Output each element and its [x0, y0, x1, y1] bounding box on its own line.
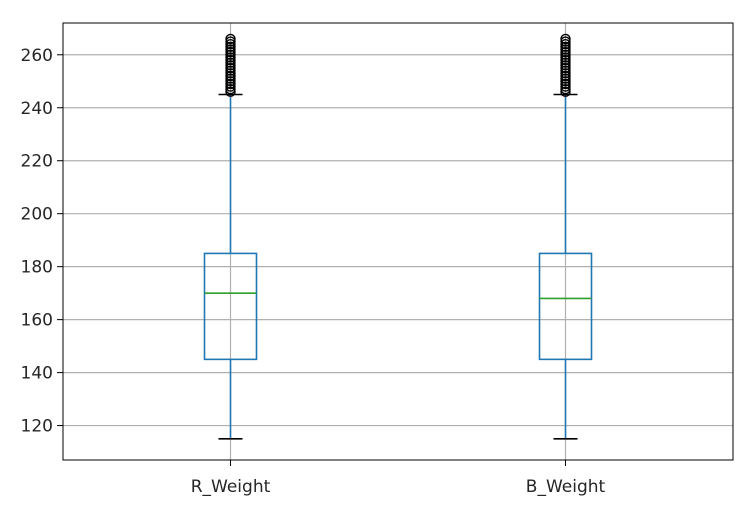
outlier-point	[225, 57, 236, 68]
x-tick-label: B_Weight	[526, 477, 606, 497]
outlier-point	[225, 65, 236, 76]
outlier-point	[560, 76, 571, 87]
y-tick-label: 180	[21, 258, 53, 278]
x-tick-label: R_Weight	[191, 477, 271, 497]
outlier-point	[560, 54, 571, 66]
outlier-point	[225, 46, 236, 58]
axes: 120 140 160 180 200 220 240 260 R_Weight B_Weight	[21, 46, 606, 497]
y-tick-label: 160	[21, 311, 53, 331]
outlier-point	[560, 60, 571, 71]
boxes	[203, 33, 593, 440]
outlier-point	[225, 76, 236, 87]
outlier-point	[560, 70, 571, 82]
outlier-point	[225, 81, 236, 92]
outlier-point	[225, 78, 236, 90]
outlier-point	[560, 65, 571, 76]
outlier-point	[560, 84, 571, 95]
outlier-point	[560, 36, 571, 47]
outlier-point	[225, 52, 236, 63]
plot-background	[63, 23, 733, 460]
outlier-point	[225, 70, 236, 82]
outlier-point	[560, 86, 571, 98]
outlier-point	[225, 41, 236, 53]
y-tick-label: 220	[21, 152, 53, 172]
iqr-box	[538, 252, 593, 361]
outlier-point	[560, 57, 571, 68]
plot-frame	[62, 22, 734, 461]
outlier-point	[225, 36, 236, 47]
outlier-point	[225, 44, 236, 55]
outlier-point	[225, 60, 236, 71]
outlier-point	[560, 33, 571, 45]
outlier-point	[560, 81, 571, 92]
y-tick-label: 120	[21, 417, 53, 437]
outlier-point	[225, 86, 236, 98]
outlier-point	[225, 49, 236, 60]
outlier-point	[560, 46, 571, 58]
y-tick-label: 260	[21, 46, 53, 66]
outlier-point	[560, 78, 571, 90]
outlier-point	[225, 62, 236, 74]
y-tick-label: 140	[21, 364, 53, 384]
outlier-point	[560, 52, 571, 63]
outlier-point	[225, 73, 236, 84]
y-tick-label: 240	[21, 99, 53, 119]
iqr-box	[203, 252, 258, 361]
outlier-point	[560, 73, 571, 84]
outlier-point	[225, 33, 236, 45]
outlier-point	[225, 84, 236, 95]
outlier-point	[560, 41, 571, 53]
outlier-point	[560, 49, 571, 60]
outlier-point	[560, 38, 571, 50]
outlier-point	[560, 44, 571, 55]
outlier-point	[225, 38, 236, 50]
outlier-point	[560, 68, 571, 79]
outlier-point	[225, 54, 236, 66]
outlier-point	[560, 62, 571, 74]
y-tick-label: 200	[21, 205, 53, 225]
outlier-point	[225, 68, 236, 79]
